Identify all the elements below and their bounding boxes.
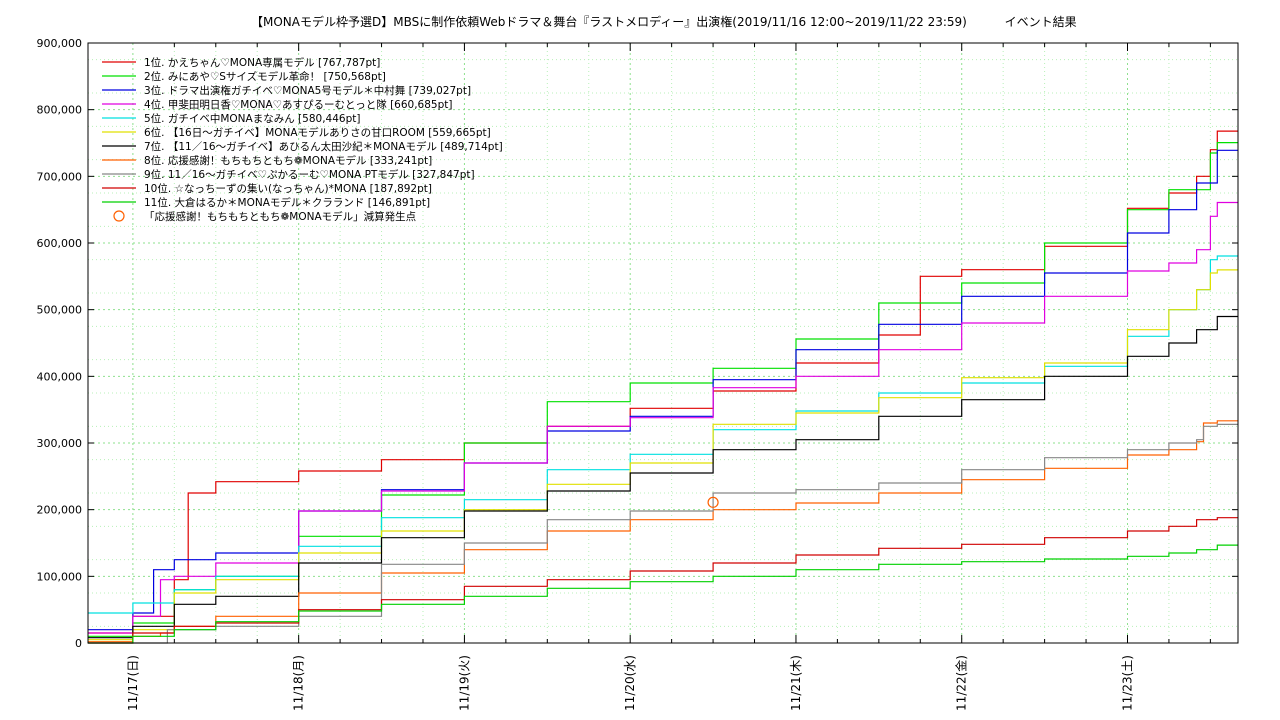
plot-frame [87,42,1239,644]
annotation-marker [707,496,719,508]
y-tick-label: 700,000 [37,170,83,183]
series-line-1 [88,130,1238,634]
series-line-6 [88,269,1238,641]
series-line-9 [88,423,1238,644]
y-tick-label: 100,000 [37,570,83,583]
series-line-11 [88,544,1238,644]
legend-label: 11位. 大倉はるか＊MONAモデル＊クラランド [146,891pt] [144,196,430,209]
chart-title-text: 【MONAモデル枠予選D】MBSに制作依頼Webドラマ＆舞台『ラストメロディー』… [251,15,967,29]
legend-label: 6位. 【16日～ガチイベ】MONAモデルありさの甘口ROOM [559,665… [144,126,491,139]
series-line-4 [88,201,1238,634]
y-tick-label: 300,000 [37,437,83,450]
legend-label: 2位. みにあや♡Sサイズモデル革命！ [750,568pt] [144,70,386,83]
legend: 1位. かえちゃん♡MONA専属モデル [767,787pt]2位. みにあや♡… [102,56,503,223]
y-tick-label: 500,000 [37,304,83,317]
x-tick-label: 11/22(金) [954,655,969,711]
x-tick-label: 11/19(火) [457,655,471,711]
x-tick-label: 11/20(水) [623,655,637,711]
series-line-7 [88,315,1238,639]
legend-label: 7位. 【11／16～ガチイベ】あひるん太田沙紀＊MONAモデル [489,71… [144,140,503,153]
x-tick-label: 11/23(土) [1120,655,1134,711]
legend-label: 9位. 11／16～ガチイベ♡ぷかるーむ♡MONA PTモデル [327,847… [144,168,475,181]
y-tick-label: 0 [75,637,82,650]
x-tick-label: 11/18(月) [292,655,306,711]
y-tick-label: 600,000 [37,237,83,250]
y-tick-label: 400,000 [37,370,83,383]
x-tick-label: 11/17(日) [126,655,140,711]
annotations [707,496,719,508]
legend-annotation-marker [113,210,125,222]
chart-subtitle: イベント結果 [1004,15,1077,29]
series-line-3 [88,149,1238,631]
y-tick-label: 800,000 [37,104,83,117]
y-tick-label: 200,000 [37,504,83,517]
x-tick-label: 11/21(木) [789,655,803,711]
legend-label: 1位. かえちゃん♡MONA専属モデル [767,787pt] [144,56,380,69]
chart-title: 【MONAモデル枠予選D】MBSに制作依頼Webドラマ＆舞台『ラストメロディー』… [0,13,1280,30]
series-line-10 [88,517,1238,644]
legend-label: 8位. 応援感謝！もちもちともち❁MONAモデル [333,241pt] [144,154,432,167]
legend-label: 5位. ガチイベ中MONAまなみん [580,446pt] [144,112,360,125]
series-lines [88,130,1238,644]
legend-label: 10位. ☆なっちーずの集い(なっちゃん)*MONA [187,892pt] [144,182,432,195]
legend-annotation-label: 「応援感謝！もちもちともち❁MONAモデル」減算発生点 [144,210,416,223]
axes: 0 100,000 200,000 300,000 400,000 500,000 600,… [37,37,1238,711]
legend-label: 4位. 甲斐田明日香♡MONA♡あすぴるーむとっと隊 [660,685pt] [144,98,452,111]
y-tick-label: 900,000 [37,37,83,50]
legend-label: 3位. ドラマ出演権ガチイベ♡MONA5号モデル＊中村舞 [739,027pt] [144,84,471,97]
